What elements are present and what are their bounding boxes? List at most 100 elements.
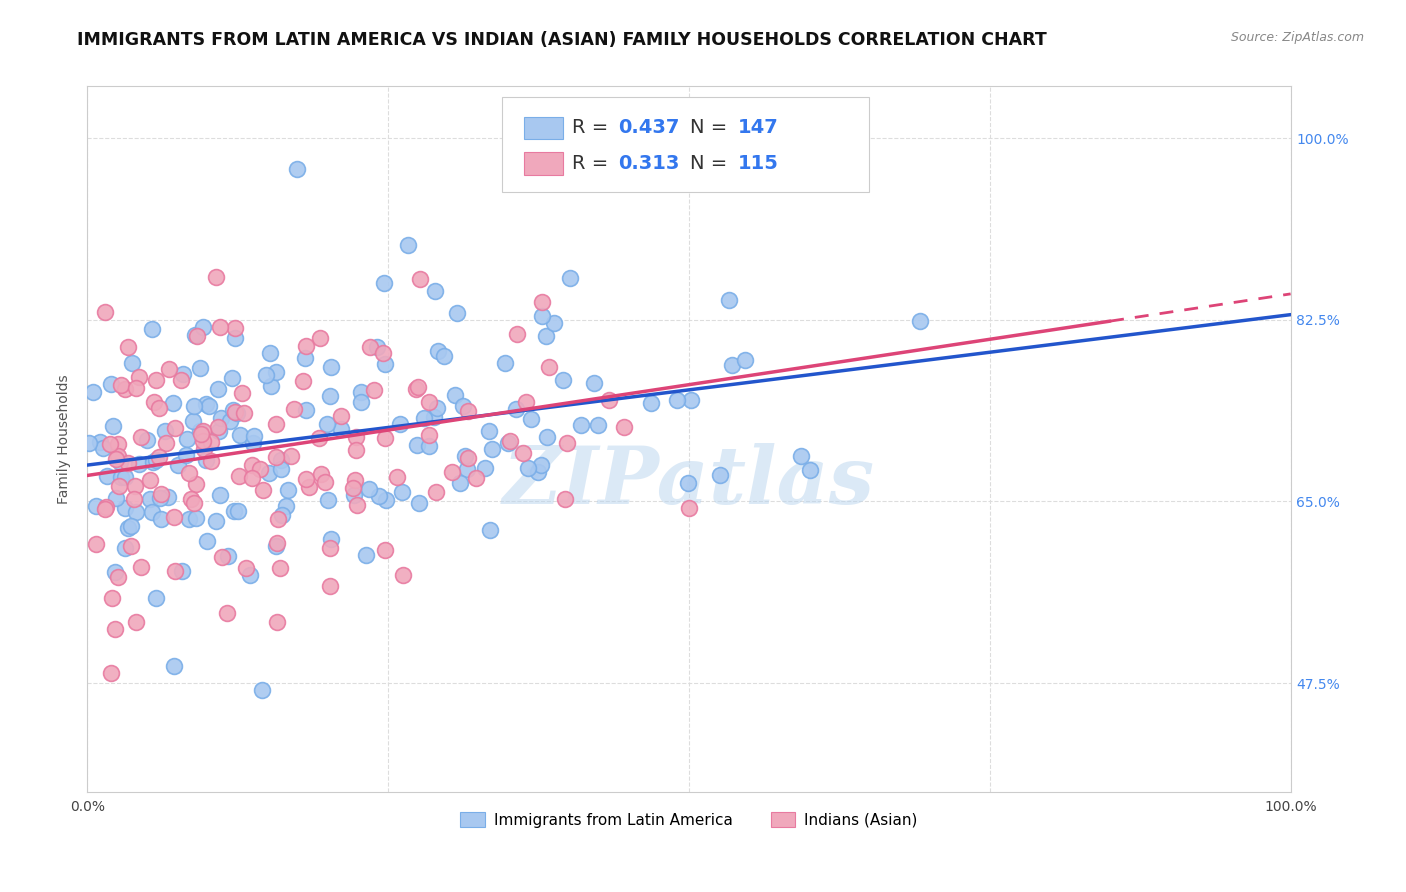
Point — [93, 442, 115, 456]
Point — [200, 454, 222, 468]
Point — [114, 500, 136, 515]
Point — [163, 509, 186, 524]
Point — [104, 622, 127, 636]
Point — [100, 591, 122, 606]
Point — [418, 394, 440, 409]
Point — [449, 475, 471, 490]
Point — [418, 427, 440, 442]
Point — [195, 533, 218, 548]
Point — [734, 353, 756, 368]
Point — [148, 401, 170, 416]
Point — [98, 437, 121, 451]
Point — [530, 295, 553, 310]
Point — [84, 499, 107, 513]
Point — [516, 461, 538, 475]
Point — [117, 521, 139, 535]
Point — [295, 338, 318, 352]
Point — [374, 542, 396, 557]
Point — [188, 361, 211, 376]
Point — [498, 434, 520, 448]
Point — [373, 431, 395, 445]
Point — [205, 269, 228, 284]
Point — [148, 491, 170, 506]
Point — [107, 570, 129, 584]
Text: 115: 115 — [738, 153, 779, 173]
Point — [176, 432, 198, 446]
FancyBboxPatch shape — [524, 117, 562, 139]
Point — [266, 512, 288, 526]
Point — [142, 395, 165, 409]
Point — [342, 481, 364, 495]
Text: ZIPatlas: ZIPatlas — [503, 442, 875, 520]
Point — [193, 425, 215, 439]
Point — [374, 358, 396, 372]
Point — [104, 491, 127, 506]
Point — [308, 431, 330, 445]
Point — [129, 560, 152, 574]
Point — [114, 382, 136, 396]
Point — [96, 500, 118, 515]
Point — [252, 683, 274, 698]
Point — [423, 284, 446, 298]
FancyBboxPatch shape — [524, 152, 562, 175]
Point — [478, 424, 501, 438]
Point — [128, 370, 150, 384]
Point — [233, 406, 256, 420]
Point — [181, 414, 204, 428]
Point — [799, 463, 821, 477]
Legend: Immigrants from Latin America, Indians (Asian): Immigrants from Latin America, Indians (… — [454, 805, 924, 834]
Point — [195, 397, 218, 411]
Point — [260, 379, 283, 393]
Point — [266, 615, 288, 629]
Point — [107, 449, 129, 463]
Point — [205, 514, 228, 528]
Point — [287, 162, 309, 177]
Point — [240, 471, 263, 485]
Point — [125, 505, 148, 519]
Text: N =: N = — [690, 119, 734, 137]
Point — [184, 511, 207, 525]
Point — [162, 659, 184, 673]
Point — [110, 454, 132, 468]
Point — [82, 385, 104, 400]
Point — [222, 403, 245, 417]
Point — [426, 401, 449, 416]
Point — [426, 344, 449, 359]
Point — [329, 409, 352, 424]
Point — [224, 405, 246, 419]
Text: 0.437: 0.437 — [617, 119, 679, 137]
Point — [157, 361, 180, 376]
Text: 0.313: 0.313 — [617, 153, 679, 173]
Point — [270, 462, 292, 476]
Point — [294, 351, 316, 365]
Point — [389, 417, 412, 431]
Point — [139, 491, 162, 506]
Point — [219, 414, 242, 428]
Point — [392, 568, 415, 582]
Point — [117, 457, 139, 471]
Point — [100, 377, 122, 392]
Point — [406, 379, 429, 393]
Point — [721, 358, 744, 372]
Point — [266, 536, 288, 550]
Point — [529, 458, 551, 472]
Point — [408, 496, 430, 510]
Point — [666, 393, 689, 408]
Point — [174, 448, 197, 462]
Point — [291, 374, 314, 388]
Point — [191, 434, 214, 448]
Text: R =: R = — [572, 153, 614, 173]
Point — [120, 539, 142, 553]
Point — [319, 533, 342, 547]
Point — [184, 328, 207, 343]
Point — [443, 388, 465, 402]
Point — [681, 393, 703, 408]
Point — [231, 386, 253, 401]
Point — [298, 480, 321, 494]
Point — [165, 420, 187, 434]
Point — [586, 417, 609, 432]
Point — [551, 374, 574, 388]
Point — [413, 410, 436, 425]
Point — [183, 496, 205, 510]
Text: N =: N = — [690, 153, 734, 173]
